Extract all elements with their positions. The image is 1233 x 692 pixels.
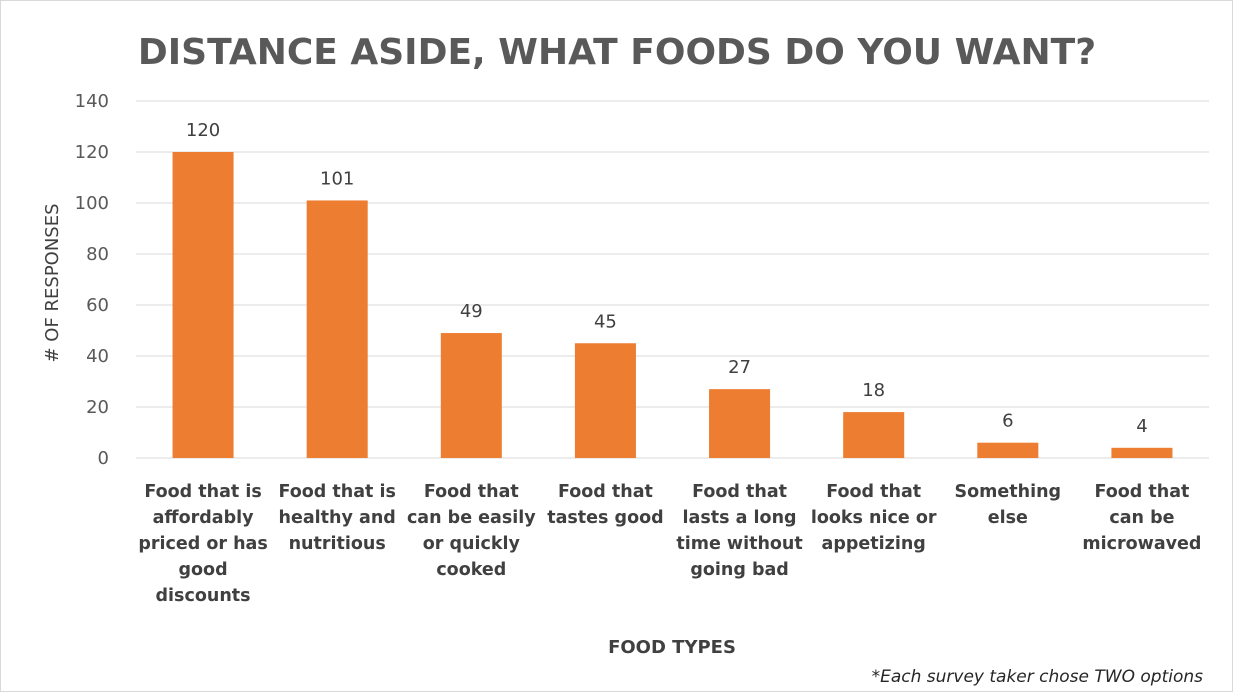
category-labels: Food that is affordably priced or has good d… [138,482,1201,606]
category-label-line: lasts a long [683,508,797,528]
y-tick-label: 140 [75,91,109,112]
category-label-line: tastes good [547,508,663,528]
category-label-line: microwaved [1082,534,1201,554]
x-axis-title: FOOD TYPES [608,637,736,658]
bar [440,333,502,458]
data-label: 6 [1002,411,1013,432]
category-label-line: priced or has [138,534,267,554]
chart-title: DISTANCE ASIDE, WHAT FOODS DO YOU WANT? [138,32,1096,73]
y-tick-label: 100 [75,193,109,214]
category-label-line: can be easily [407,508,536,528]
category-label-line: nutritious [289,534,386,554]
data-label: 45 [594,311,617,332]
data-label: 49 [460,301,483,322]
category-label: Food that looks nice or appetizing [811,482,937,554]
category-label-line: Food that is [144,482,261,502]
y-tick-label: 0 [98,448,109,469]
bars [172,152,1173,458]
data-label: 120 [186,120,220,141]
bar [1111,447,1173,458]
category-label-line: cooked [436,560,506,580]
category-label-line: or quickly [423,534,521,554]
category-label-line: healthy and [279,508,396,528]
bar [574,343,636,458]
data-label: 4 [1136,416,1147,437]
category-label: Food that can be easily or quickly cooked [407,482,536,580]
category-label-line: time without [676,534,802,554]
footnote: *Each survey taker chose TWO options [872,667,1204,687]
category-label: Food that lasts a long time without going b… [676,482,802,580]
category-label-line: Food that [424,482,519,502]
y-tick-label: 60 [86,295,109,316]
gridlines [136,100,1209,459]
bar [709,389,771,458]
category-label-line: Food that [558,482,653,502]
category-label-line: Food that [1094,482,1189,502]
y-tick-label: 20 [86,397,109,418]
category-label: Something else [955,482,1062,528]
category-label: Food that is healthy and nutritious [278,482,395,554]
data-labels: 120 101 49 45 27 18 6 4 [186,120,1148,437]
data-label: 18 [862,380,885,401]
category-label-line: can be [1109,508,1174,528]
category-label-line: Something [955,482,1062,502]
category-label-line: good [179,560,228,580]
y-axis-title: # OF RESPONSES [42,203,63,362]
category-label-line: looks nice or [811,508,937,528]
y-tick-label: 40 [86,346,109,367]
bar [843,412,905,458]
bar [977,442,1039,458]
y-tick-label: 80 [86,244,109,265]
category-label-line: discounts [156,586,251,606]
category-label: Food that can be microwaved [1082,482,1201,554]
data-label: 101 [320,168,354,189]
bar [306,200,368,458]
category-label-line: Food that [692,482,787,502]
category-label-line: Food that [826,482,921,502]
data-label: 27 [728,357,751,378]
category-label: Food that tastes good [547,482,663,528]
category-label: Food that is affordably priced or has good d… [138,482,267,606]
category-label-line: affordably [153,508,254,528]
category-label-line: going bad [690,560,789,580]
category-label-line: appetizing [822,534,926,554]
bar [172,152,234,458]
y-tick-label: 120 [75,142,109,163]
category-label-line: else [988,508,1028,528]
category-label-line: Food that is [278,482,395,502]
y-axis-tick-labels: 0 20 40 60 80 100 120 140 [75,91,109,469]
